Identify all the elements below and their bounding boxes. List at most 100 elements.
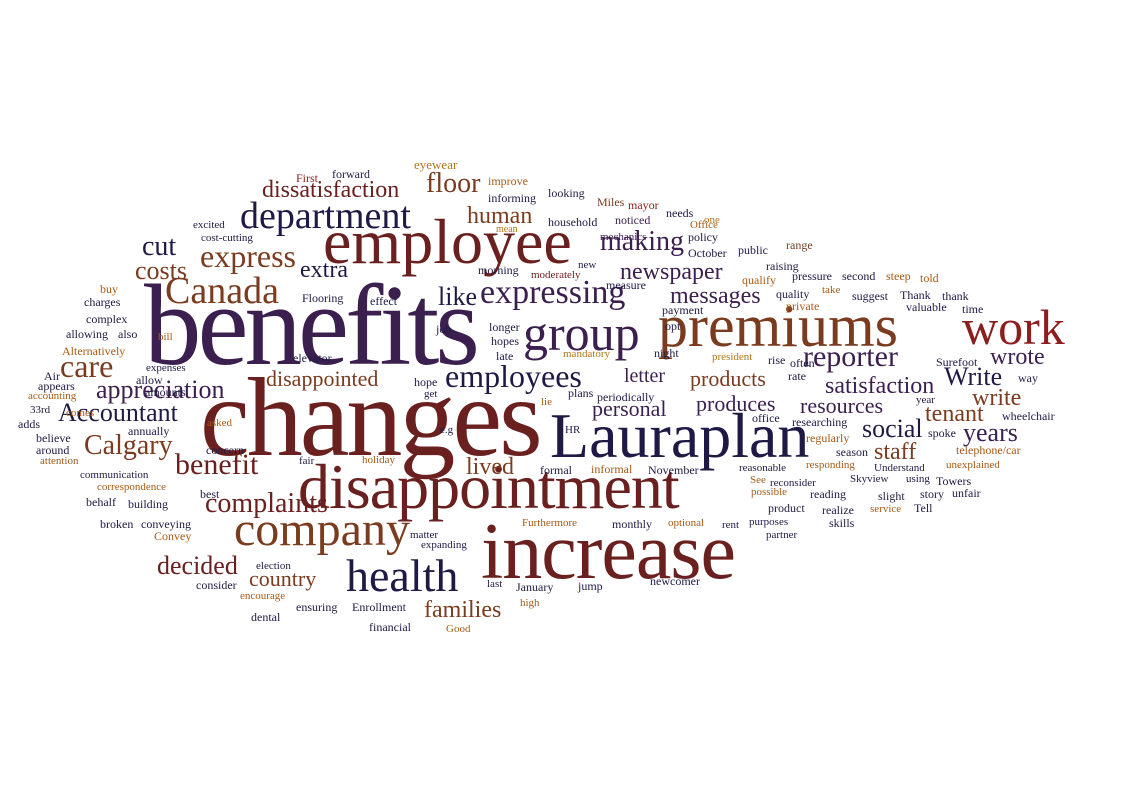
word-social: social xyxy=(862,414,923,443)
word-monthly: monthly xyxy=(612,517,653,531)
word-correspondence: correspondence xyxy=(97,481,167,493)
word-raising: raising xyxy=(766,259,799,273)
word-private: private xyxy=(786,299,820,313)
word-appreciation: appreciation xyxy=(96,375,225,404)
word-year: year xyxy=(916,394,935,406)
word-encourage: encourage xyxy=(240,590,286,602)
word-thank-upper: Thank xyxy=(900,288,931,302)
word-complaints: complaints xyxy=(205,488,328,519)
word-enrollment: Enrollment xyxy=(352,600,406,614)
word-mechanics: mechanics xyxy=(600,231,647,243)
word-noticed: noticed xyxy=(615,213,651,227)
word-payment: payment xyxy=(662,303,704,317)
word-building: building xyxy=(128,497,169,511)
word-spoke: spoke xyxy=(928,426,956,440)
word-personal: personal xyxy=(592,396,667,421)
word-flooring: Flooring xyxy=(302,291,344,305)
word-looking: looking xyxy=(548,186,585,200)
word-optional: optional xyxy=(668,517,705,529)
word-late: late xyxy=(496,349,514,363)
word-consider: consider xyxy=(196,578,237,592)
word-one: one xyxy=(704,214,720,226)
word-decided: decided xyxy=(157,551,238,580)
word-understand: Understand xyxy=(874,462,925,474)
word-costs: costs xyxy=(135,256,187,285)
word-produces: produces xyxy=(696,391,776,416)
word-researching: researching xyxy=(792,415,848,429)
word-eyewear: eyewear xyxy=(414,157,458,172)
word-longer: longer xyxy=(489,320,520,334)
word-reporter: reporter xyxy=(803,340,898,373)
word-periodically: periodically xyxy=(597,390,655,404)
word-needs: needs xyxy=(666,206,694,220)
word-floor: floor xyxy=(426,168,481,199)
word-rent: rent xyxy=(722,519,740,531)
word-disappointment: disappointment xyxy=(298,451,680,522)
word-employee: employee xyxy=(323,206,572,277)
word-opt: opt xyxy=(665,319,681,333)
word-asked: asked xyxy=(207,417,233,429)
word-new: new xyxy=(578,259,597,271)
word-told: told xyxy=(920,271,939,285)
word-like: like xyxy=(438,282,477,311)
word-communication: communication xyxy=(80,469,149,481)
word-season: season xyxy=(836,445,868,459)
word-take: take xyxy=(822,284,841,296)
word-increase: increase xyxy=(481,508,736,596)
word-last: last xyxy=(487,578,503,590)
word-adds: adds xyxy=(18,417,40,431)
word-january: January xyxy=(516,580,554,594)
word-range: range xyxy=(786,238,813,252)
word-health: health xyxy=(346,550,459,601)
word-first: First xyxy=(296,171,319,185)
word-effect: effect xyxy=(370,294,398,308)
word-benefit: benefit xyxy=(175,448,259,481)
word-33rd: 33rd xyxy=(30,404,51,416)
word-annually: annually xyxy=(128,424,170,438)
word-benefits: benefits xyxy=(144,262,480,389)
word-bill: bill xyxy=(158,331,173,343)
word-human: human xyxy=(467,203,533,229)
word-regularly: regularly xyxy=(806,431,850,445)
word-buy: buy xyxy=(100,282,118,296)
word-extra: extra xyxy=(300,257,348,283)
word-alternatively: Alternatively xyxy=(62,344,126,358)
word-get: get xyxy=(424,388,438,400)
word-disappointed: disappointed xyxy=(266,366,379,391)
word-see: See xyxy=(750,474,766,486)
word-reading: reading xyxy=(810,487,846,501)
word-convey: Convey xyxy=(154,529,192,543)
word-surefoot: Surefoot xyxy=(936,355,978,369)
word-charges: charges xyxy=(84,295,121,309)
word-wheelchair: wheelchair xyxy=(1002,409,1055,423)
word-high: high xyxy=(520,597,540,609)
word-allowing: allowing xyxy=(66,327,108,341)
word-furthermore: Furthermore xyxy=(522,517,577,529)
word-towers: Towers xyxy=(936,474,972,488)
word-group: group xyxy=(523,305,640,361)
word-ensuring: ensuring xyxy=(296,600,338,614)
word-job: job xyxy=(436,322,452,336)
word-improve: improve xyxy=(488,174,528,188)
word-moderately: moderately xyxy=(531,269,581,281)
word-possible: possible xyxy=(751,486,788,498)
word-broken: broken xyxy=(100,517,134,531)
word-morning: morning xyxy=(478,263,519,277)
word-work: work xyxy=(962,299,1065,355)
word-valuable: valuable xyxy=(906,300,947,314)
word-company: company xyxy=(234,503,410,556)
word-unfair: unfair xyxy=(952,486,981,500)
word-satisfaction: satisfaction xyxy=(825,373,935,399)
word-matter: matter xyxy=(410,529,439,541)
word-lived: lived xyxy=(466,454,514,480)
word-informal: informal xyxy=(591,462,633,476)
word-products: products xyxy=(690,366,766,391)
word-realize: realize xyxy=(822,503,854,517)
word-qualify: qualify xyxy=(742,273,776,287)
word-staff: staff xyxy=(874,439,917,465)
word-slight: slight xyxy=(878,489,905,503)
word-excited: excited xyxy=(193,219,225,231)
word-office-lower: office xyxy=(752,411,780,425)
word-comes: comes xyxy=(66,407,95,419)
word-believe: believe xyxy=(36,431,71,445)
